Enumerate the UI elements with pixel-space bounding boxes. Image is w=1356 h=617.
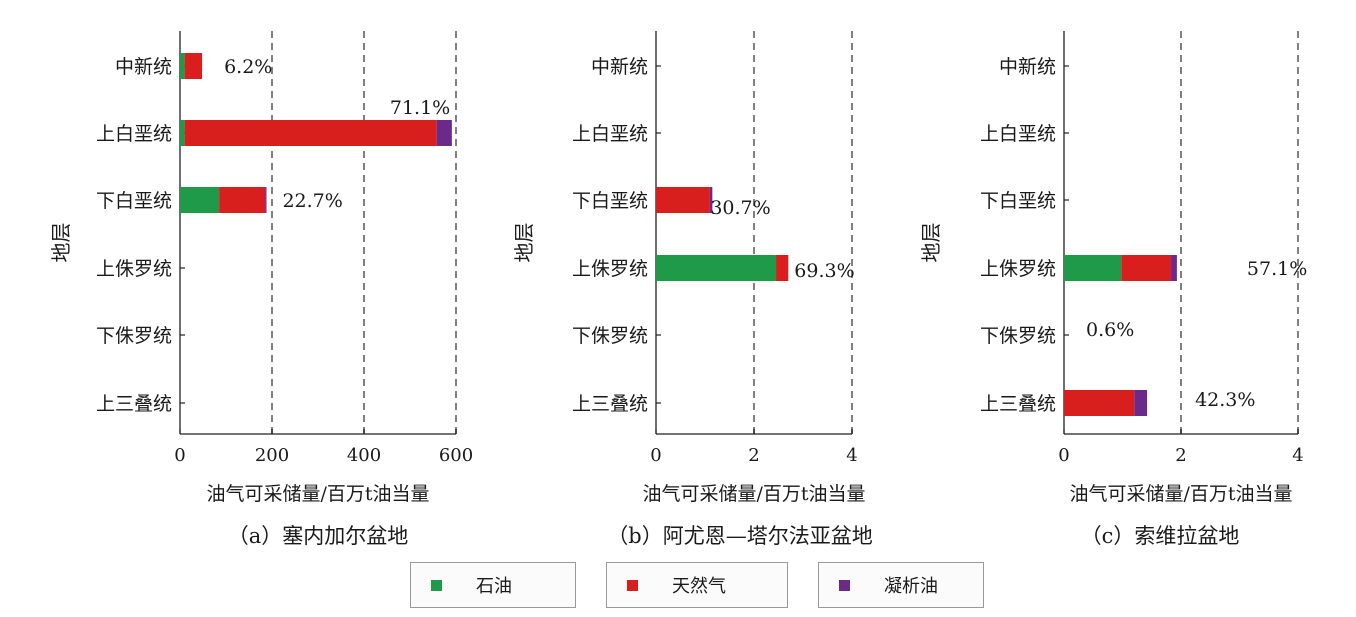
y-tick-label: 中新统 (999, 56, 1056, 78)
panel-caption: （b）阿尤恩—塔尔法亚盆地 (607, 524, 872, 548)
legend-item-gas: 天然气 (606, 562, 788, 608)
bar-oil (180, 187, 220, 213)
x-tick-label: 2 (1175, 445, 1186, 466)
data-label: 22.7% (282, 190, 342, 212)
y-tick-label: 上三叠统 (96, 393, 172, 415)
bar-condensate (709, 187, 713, 213)
y-tick-label: 上侏罗统 (572, 258, 648, 280)
bar-oil (656, 255, 777, 281)
legend-item-condensate: 凝析油 (818, 562, 984, 608)
panel-caption: （c）索维拉盆地 (1081, 524, 1240, 548)
bar-gas (776, 255, 789, 281)
y-tick-label: 下白垩统 (96, 190, 172, 212)
x-tick-label: 0 (650, 445, 661, 466)
y-tick-label: 中新统 (591, 56, 648, 78)
data-label: 30.7% (710, 197, 770, 219)
x-axis-title: 油气可采储量/百万t油当量 (206, 483, 429, 505)
y-tick-label: 下侏罗统 (980, 325, 1056, 347)
y-tick-label: 上白垩统 (980, 123, 1056, 145)
bar-condensate (1171, 255, 1177, 281)
y-tick-label: 上三叠统 (572, 393, 648, 415)
bar-gas (1064, 390, 1135, 416)
x-tick-label: 0 (174, 445, 185, 466)
bar-gas (184, 120, 437, 146)
y-tick-label: 下侏罗统 (96, 325, 172, 347)
x-tick-label: 2 (748, 445, 759, 466)
x-tick-label: 600 (439, 445, 473, 466)
y-axis-title: 地层 (919, 223, 943, 263)
x-tick-label: 200 (255, 445, 289, 466)
data-label: 0.6% (1086, 319, 1134, 341)
y-tick-label: 下侏罗统 (572, 325, 648, 347)
legend-item-oil: 石油 (410, 562, 576, 608)
bar-oil (180, 120, 185, 146)
legend-swatch-condensate (839, 579, 850, 591)
y-axis-title: 地层 (49, 223, 73, 263)
data-label: 6.2% (224, 56, 272, 78)
bar-gas (1121, 255, 1172, 281)
legend-swatch-gas (627, 579, 638, 591)
bar-condensate (436, 120, 452, 146)
data-label: 42.3% (1195, 389, 1255, 411)
x-tick-label: 4 (1292, 445, 1303, 466)
y-tick-label: 上白垩统 (96, 123, 172, 145)
y-tick-label: 下白垩统 (980, 190, 1056, 212)
data-label: 69.3% (794, 260, 854, 282)
x-tick-label: 4 (846, 445, 857, 466)
panel-caption: （a）塞内加尔盆地 (228, 524, 409, 548)
y-tick-label: 下白垩统 (572, 190, 648, 212)
bar-oil (180, 53, 185, 79)
y-tick-label: 上三叠统 (980, 393, 1056, 415)
bar-gas (184, 53, 203, 79)
y-tick-label: 上侏罗统 (96, 258, 172, 280)
data-label: 57.1% (1247, 258, 1307, 280)
x-axis-title: 油气可采储量/百万t油当量 (642, 483, 865, 505)
y-axis-title: 地层 (512, 223, 536, 263)
bar-condensate (265, 187, 267, 213)
x-axis-title: 油气可采储量/百万t油当量 (1069, 483, 1292, 505)
bar-oil (1064, 255, 1122, 281)
legend-label-gas: 天然气 (672, 576, 726, 597)
x-tick-label: 400 (347, 445, 381, 466)
legend-label-oil: 石油 (476, 576, 512, 597)
y-tick-label: 中新统 (115, 56, 172, 78)
legend-label-condensate: 凝析油 (884, 576, 938, 597)
y-tick-label: 上侏罗统 (980, 258, 1056, 280)
bar-gas (656, 187, 710, 213)
bar-condensate (1134, 390, 1148, 416)
x-tick-label: 0 (1058, 445, 1069, 466)
legend-swatch-oil (431, 579, 442, 591)
bar-gas (219, 187, 266, 213)
data-label: 71.1% (390, 97, 450, 119)
y-tick-label: 上白垩统 (572, 123, 648, 145)
